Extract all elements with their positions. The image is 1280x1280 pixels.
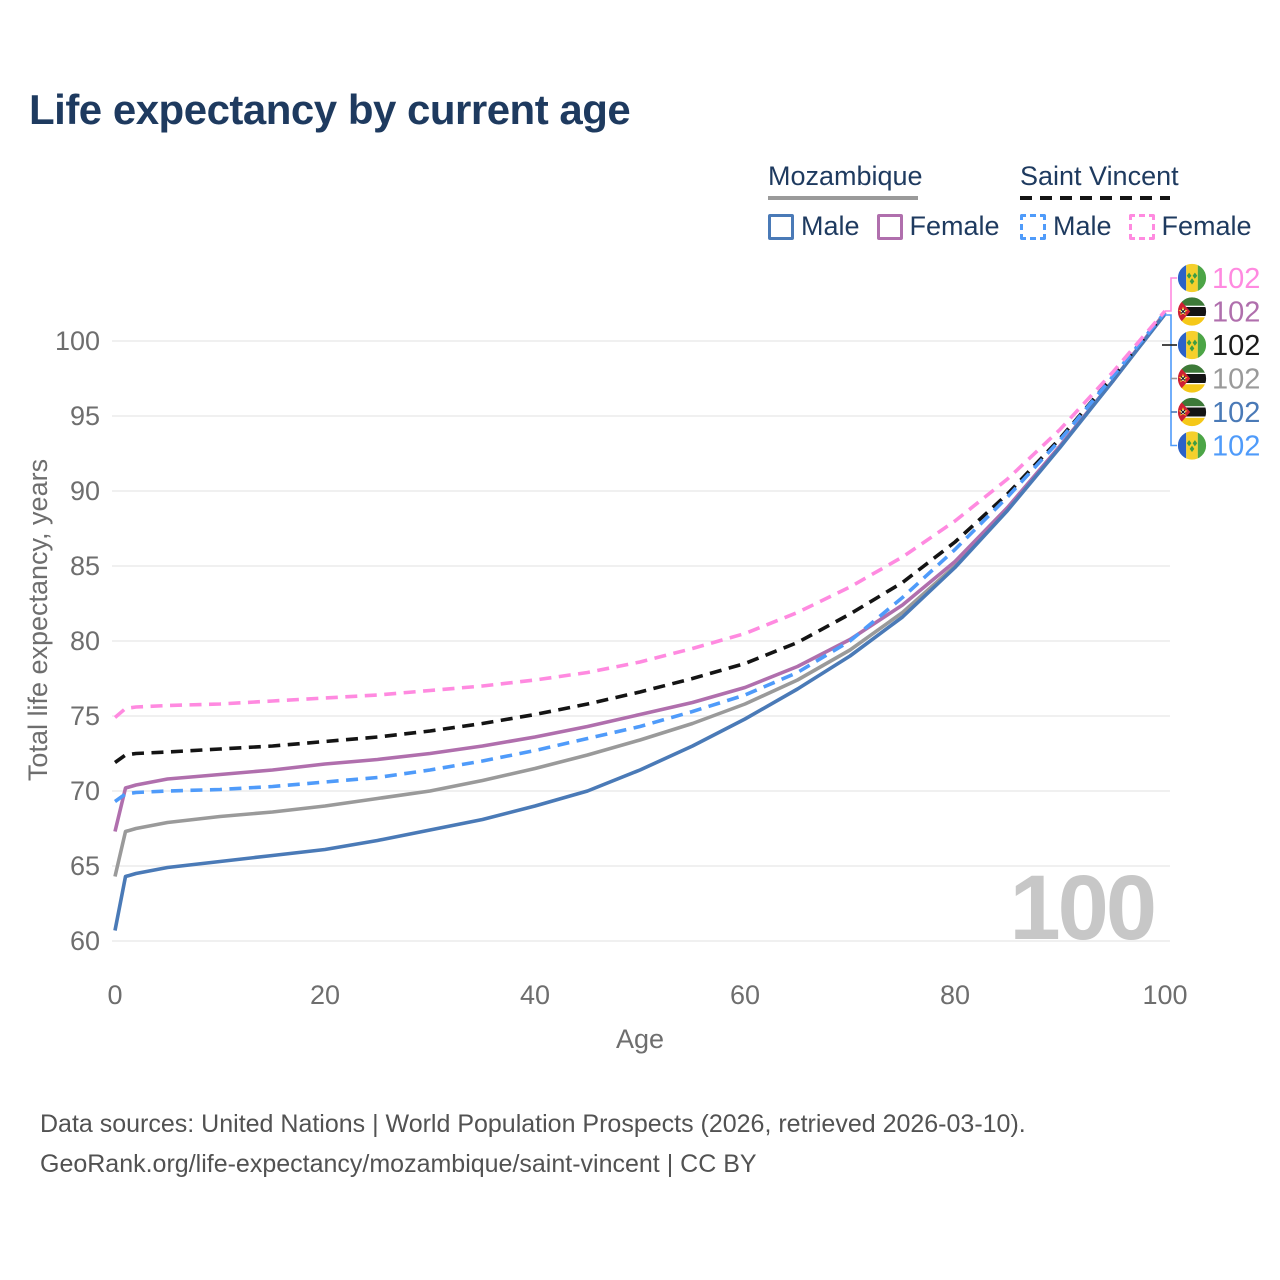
x-tick-label-40: 40 bbox=[520, 980, 550, 1010]
legend-items-mozambique: Male Female bbox=[768, 211, 1000, 242]
flag-icon-saint-vincent bbox=[1177, 330, 1207, 360]
end-label-sv_female: 102 bbox=[1212, 263, 1260, 295]
flag-icon-mozambique bbox=[1177, 296, 1207, 327]
x-tick-label-100: 100 bbox=[1142, 980, 1187, 1010]
legend-item-saint-vincent-male-label: Male bbox=[1053, 211, 1112, 241]
y-tick-label-95: 95 bbox=[70, 401, 100, 431]
swatch-saint-vincent-female-icon bbox=[1128, 213, 1155, 240]
legend-item-saint-vincent-male[interactable]: Male bbox=[1020, 211, 1112, 242]
footer-attribution-url: GeoRank.org/life-expectancy/mozambique/s… bbox=[40, 1150, 757, 1178]
series-line-moz_female bbox=[113, 311, 1167, 832]
legend-item-mozambique-female-label: Female bbox=[909, 211, 1000, 241]
swatch-mozambique-male-icon bbox=[768, 213, 794, 240]
series-line-sv_female bbox=[113, 309, 1167, 719]
end-label-moz_male: 102 bbox=[1212, 397, 1260, 429]
footer-data-sources: Data sources: United Nations | World Pop… bbox=[40, 1110, 1026, 1138]
end-label-moz_female: 102 bbox=[1212, 297, 1260, 329]
end-label-sv_male: 102 bbox=[1212, 431, 1260, 463]
end-label-sv_combined: 102 bbox=[1212, 330, 1260, 362]
legend-item-mozambique-female[interactable]: Female bbox=[876, 211, 1000, 242]
y-tick-label-70: 70 bbox=[70, 776, 100, 806]
legend-items-saint-vincent: Male Female bbox=[1020, 211, 1252, 242]
y-tick-label-100: 100 bbox=[55, 326, 100, 356]
legend-item-mozambique-male-label: Male bbox=[801, 211, 860, 241]
y-tick-label-85: 85 bbox=[70, 551, 100, 581]
leader-line-sv-male bbox=[1165, 314, 1177, 447]
legend-line-sample-mozambique bbox=[768, 196, 918, 200]
series-line-sv_male bbox=[113, 311, 1167, 803]
y-tick-label-65: 65 bbox=[70, 851, 100, 881]
legend-group-saint-vincent-label: Saint Vincent bbox=[1020, 161, 1179, 191]
y-axis-title: Total life expectancy, years bbox=[23, 459, 53, 781]
flag-icon-saint-vincent bbox=[1177, 263, 1207, 293]
legend-group-mozambique-label: Mozambique bbox=[768, 161, 923, 191]
y-tick-label-75: 75 bbox=[70, 701, 100, 731]
age-counter-watermark: 100 bbox=[1009, 857, 1157, 959]
series-line-moz_combined bbox=[113, 312, 1167, 877]
flag-icon-mozambique bbox=[1177, 363, 1207, 394]
x-tick-label-20: 20 bbox=[310, 980, 340, 1010]
flag-icon-saint-vincent bbox=[1177, 430, 1207, 461]
x-tick-label-60: 60 bbox=[730, 980, 760, 1010]
flag-icon-mozambique bbox=[1177, 397, 1207, 427]
legend-group-mozambique: Mozambique Male Female bbox=[768, 161, 1000, 242]
legend-line-sample-saint-vincent bbox=[1020, 196, 1170, 200]
y-tick-label-80: 80 bbox=[70, 626, 100, 656]
y-tick-label-90: 90 bbox=[70, 476, 100, 506]
page-title: Life expectancy by current age bbox=[29, 86, 631, 133]
legend-item-saint-vincent-female[interactable]: Female bbox=[1128, 211, 1252, 242]
footer: Data sources: United Nations | World Pop… bbox=[40, 1104, 1026, 1184]
legend-item-saint-vincent-female-label: Female bbox=[1161, 211, 1252, 241]
leader-line-sv-female bbox=[1165, 277, 1177, 312]
legend-item-mozambique-male[interactable]: Male bbox=[768, 211, 860, 242]
legend-group-saint-vincent: Saint Vincent Male Female bbox=[1020, 161, 1252, 242]
swatch-saint-vincent-male-icon bbox=[1020, 213, 1046, 240]
y-tick-label-60: 60 bbox=[70, 926, 100, 956]
series-line-moz_male bbox=[113, 312, 1167, 931]
end-label-moz_combined: 102 bbox=[1212, 364, 1260, 396]
series-line-sv_combined bbox=[113, 311, 1167, 764]
x-axis-title: Age bbox=[616, 1024, 664, 1054]
swatch-mozambique-female-icon bbox=[876, 213, 903, 240]
x-tick-label-80: 80 bbox=[940, 980, 970, 1010]
x-tick-label-0: 0 bbox=[107, 980, 122, 1010]
